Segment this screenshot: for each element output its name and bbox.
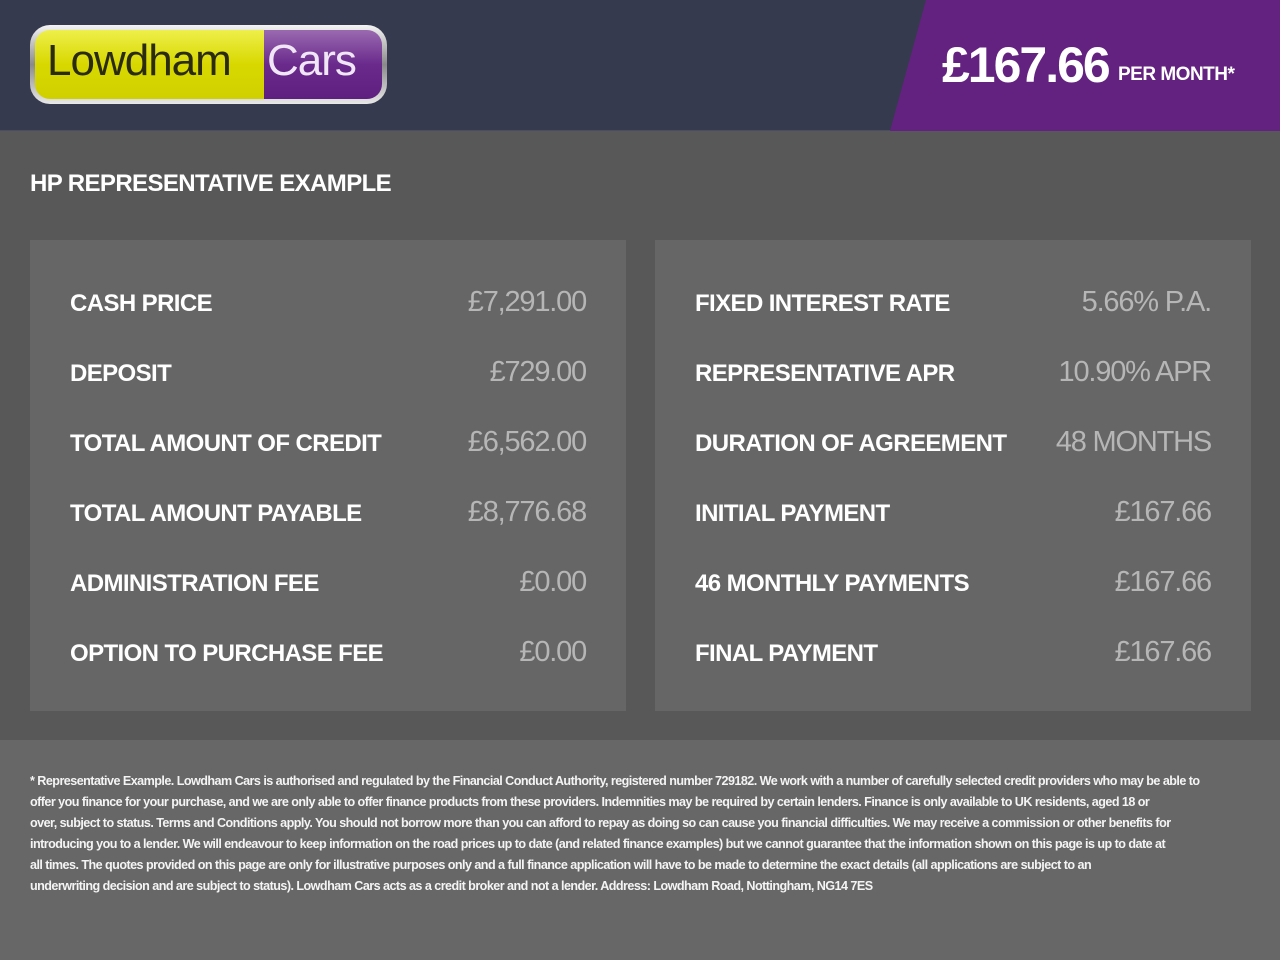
monthly-price-banner: £167.66 PER MONTH* [890, 0, 1280, 131]
finance-label: DURATION OF AGREEMENT [695, 430, 1007, 457]
finance-label: REPRESENTATIVE APR [695, 360, 955, 387]
monthly-price: £167.66 [942, 37, 1111, 93]
finance-row: FIXED INTEREST RATE 5.66% P.A. [695, 280, 1213, 350]
finance-value: £167.66 [1114, 566, 1213, 598]
finance-value: 5.66% P.A. [1081, 286, 1213, 318]
finance-value: £0.00 [519, 566, 587, 598]
finance-value: £6,562.00 [467, 426, 587, 458]
finance-row: OPTION TO PURCHASE FEE £0.00 [70, 630, 587, 700]
finance-row: TOTAL AMOUNT OF CREDIT £6,562.00 [70, 420, 587, 490]
finance-label: TOTAL AMOUNT PAYABLE [70, 500, 362, 527]
disclaimer-line: introducing you to a lender. We will end… [30, 837, 1166, 851]
per-month-label: PER MONTH* [1118, 64, 1235, 85]
finance-label: TOTAL AMOUNT OF CREDIT [70, 430, 382, 457]
finance-row: 46 MONTHLY PAYMENTS £167.66 [695, 560, 1213, 630]
finance-value: £167.66 [1114, 636, 1213, 668]
finance-label: DEPOSIT [70, 360, 172, 387]
finance-label: FIXED INTEREST RATE [695, 290, 950, 317]
finance-label: FINAL PAYMENT [695, 640, 878, 667]
finance-row: DEPOSIT £729.00 [70, 350, 588, 420]
finance-value: £729.00 [489, 356, 588, 388]
finance-row: ADMINISTRATION FEE £0.00 [70, 560, 587, 630]
finance-row: TOTAL AMOUNT PAYABLE £8,776.68 [70, 490, 587, 560]
finance-label: ADMINISTRATION FEE [70, 570, 319, 597]
logo-text-cars: Cars [264, 30, 382, 99]
finance-row: FINAL PAYMENT £167.66 [695, 630, 1213, 700]
finance-label: OPTION TO PURCHASE FEE [70, 640, 384, 667]
finance-value: 10.90% APR [1058, 356, 1213, 388]
finance-row: CASH PRICE £7,291.00 [70, 280, 587, 350]
finance-value: 48 MONTHS [1055, 426, 1212, 458]
page-title: HP REPRESENTATIVE EXAMPLE [30, 170, 392, 197]
lowdham-cars-logo[interactable]: Lowdham Cars [30, 25, 387, 104]
finance-row: DURATION OF AGREEMENT 48 MONTHS [695, 420, 1212, 490]
disclaimer-line: * Representative Example. Lowdham Cars i… [30, 774, 1200, 788]
logo-text-lowdham: Lowdham [35, 30, 264, 99]
finance-panel-right: FIXED INTEREST RATE 5.66% P.A. REPRESENTAT… [655, 240, 1251, 711]
finance-row: REPRESENTATIVE APR 10.90% APR [695, 350, 1213, 420]
finance-label: 46 MONTHLY PAYMENTS [695, 570, 970, 597]
disclaimer-line: all times. The quotes provided on this p… [30, 858, 1092, 872]
finance-label: INITIAL PAYMENT [695, 500, 890, 527]
finance-value: £0.00 [519, 636, 587, 668]
finance-label: CASH PRICE [70, 290, 213, 317]
header: Lowdham Cars £167.66 PER MONTH* [0, 0, 1280, 131]
finance-value: £8,776.68 [467, 496, 587, 528]
disclaimer-line: offer you finance for your purchase, and… [30, 795, 1150, 809]
disclaimer-line: underwriting decision and are subject to… [30, 879, 873, 893]
finance-row: INITIAL PAYMENT £167.66 [695, 490, 1213, 560]
finance-value: £7,291.00 [467, 286, 587, 318]
disclaimer-line: over, subject to status. Terms and Condi… [30, 816, 1171, 830]
finance-value: £167.66 [1114, 496, 1213, 528]
finance-panel-left: CASH PRICE £7,291.00 DEPOSIT £729.00 TOTAL A… [30, 240, 626, 711]
disclaimer: * Representative Example. Lowdham Cars i… [0, 740, 1280, 960]
